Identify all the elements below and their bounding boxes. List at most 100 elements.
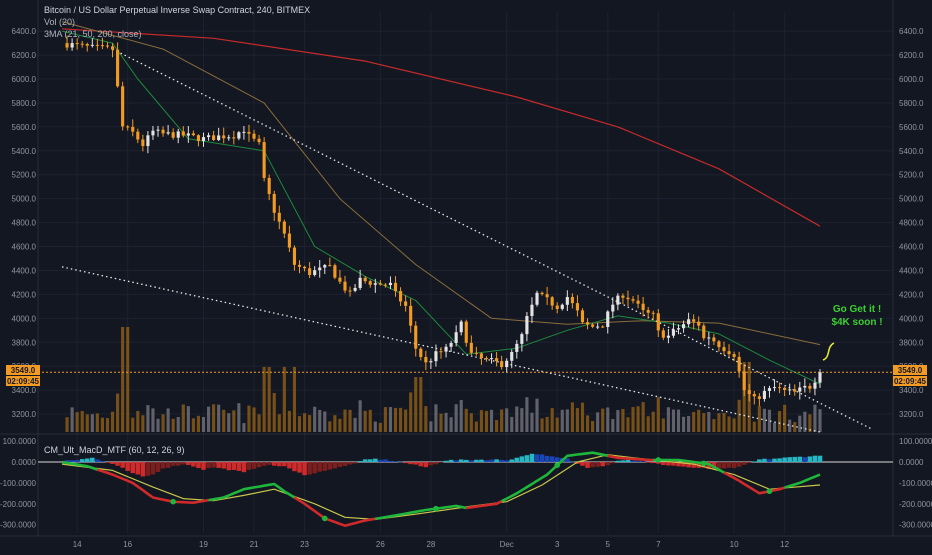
price-tick-label-right: 4800.0 (899, 219, 924, 228)
candle-body (110, 46, 115, 50)
candle-body (474, 352, 478, 354)
volume-bar (737, 399, 741, 432)
macd-histogram-bar (160, 462, 166, 469)
candle-body (308, 268, 312, 275)
candle-body (257, 138, 261, 143)
volume-bar (742, 362, 746, 432)
macd-histogram-bar (544, 455, 550, 463)
macd-histogram-bar (539, 454, 545, 463)
candle-body (717, 341, 721, 348)
candle-body (252, 133, 256, 139)
macd-histogram-bar (277, 462, 282, 467)
time-tick-label: 21 (250, 540, 259, 549)
candle-body (388, 282, 393, 286)
volume-bar (333, 415, 337, 432)
volume-bar (479, 410, 483, 432)
volume-bar (469, 413, 473, 432)
candle-body (217, 135, 221, 140)
candle-body (762, 390, 766, 399)
candle-body (348, 290, 352, 292)
volume-bar (676, 409, 681, 432)
macd-histogram-bar (554, 457, 560, 463)
last-price-tag-left (6, 365, 40, 375)
time-tick-label: 28 (426, 540, 435, 549)
volume-bar (121, 327, 125, 432)
macd-histogram-bar (357, 460, 363, 463)
macd-histogram-bar (463, 459, 469, 463)
volume-bar (495, 420, 499, 432)
macd-histogram-bar (408, 462, 413, 465)
ma-200-line (61, 28, 821, 227)
macd-histogram-bar (175, 462, 181, 466)
volume-bar (535, 398, 539, 432)
candle-body (242, 131, 246, 133)
time-tick-label: 23 (300, 540, 309, 549)
candle-body (580, 310, 585, 323)
macd-tick-label-left: 100.0000 (3, 437, 37, 446)
volume-bar (697, 409, 701, 432)
macd-histogram-bar (130, 462, 136, 474)
volume-bar (550, 408, 554, 432)
volume-bar (722, 412, 726, 432)
candle-body (732, 354, 736, 357)
candle-body (616, 295, 620, 305)
volume-bar (621, 408, 625, 432)
candle-body (788, 389, 792, 391)
volume-bar (560, 409, 564, 432)
candle-body (358, 277, 362, 288)
volume-bar (717, 413, 721, 432)
macd-histogram-bar (165, 462, 171, 468)
volume-bar (414, 377, 418, 432)
macd-histogram-bar (413, 462, 419, 465)
candle-body (646, 310, 650, 313)
volume-bar (545, 416, 549, 432)
macd-histogram-bar (79, 459, 85, 463)
volume-bar (419, 377, 423, 432)
volume-bar (282, 367, 286, 432)
volume-bar (459, 400, 463, 432)
candle-body (146, 135, 150, 147)
candle-body (505, 360, 509, 368)
candle-body (727, 351, 731, 355)
time-tick-label: 16 (123, 540, 132, 549)
macd-histogram-bar (322, 462, 328, 471)
volume-bar (171, 418, 175, 432)
volume-bar (186, 406, 190, 432)
volume-bar (287, 410, 291, 432)
candle-body (666, 335, 670, 338)
volume-bar (565, 409, 569, 432)
candle-body (707, 337, 711, 339)
macd-histogram-bar (615, 460, 621, 463)
macd-histogram-bar (741, 462, 747, 465)
volume-bar (646, 416, 650, 432)
volume-bar (409, 392, 413, 432)
volume-bar (232, 410, 236, 432)
candle-body (105, 45, 110, 47)
macd-line (653, 458, 725, 474)
macd-histogram-bar (469, 460, 474, 463)
candle-body (454, 332, 458, 344)
volume-bar (161, 414, 165, 432)
candle-body (404, 301, 408, 306)
volume-bar (752, 421, 756, 432)
macd-histogram-bar (150, 462, 156, 475)
macd-histogram-bar (423, 462, 429, 468)
candle-body (752, 394, 756, 397)
candle-body (565, 297, 569, 305)
macd-histogram-bar (120, 462, 125, 468)
macd-cross-dot (321, 515, 328, 522)
macd-histogram-bar (403, 462, 408, 464)
volume-bar (363, 410, 367, 432)
candle-body (131, 126, 135, 132)
macd-histogram-bar (95, 459, 100, 463)
price-tick-label-right: 3400.0 (899, 386, 924, 395)
candle-body (409, 305, 413, 326)
candle-body (80, 43, 84, 45)
macd-histogram-bar (656, 462, 661, 464)
chart-title: Bitcoin / US Dollar Perpetual Inverse Sw… (44, 5, 310, 15)
candle-body (176, 131, 180, 138)
candle-body (606, 311, 610, 327)
candle-body (227, 137, 231, 139)
